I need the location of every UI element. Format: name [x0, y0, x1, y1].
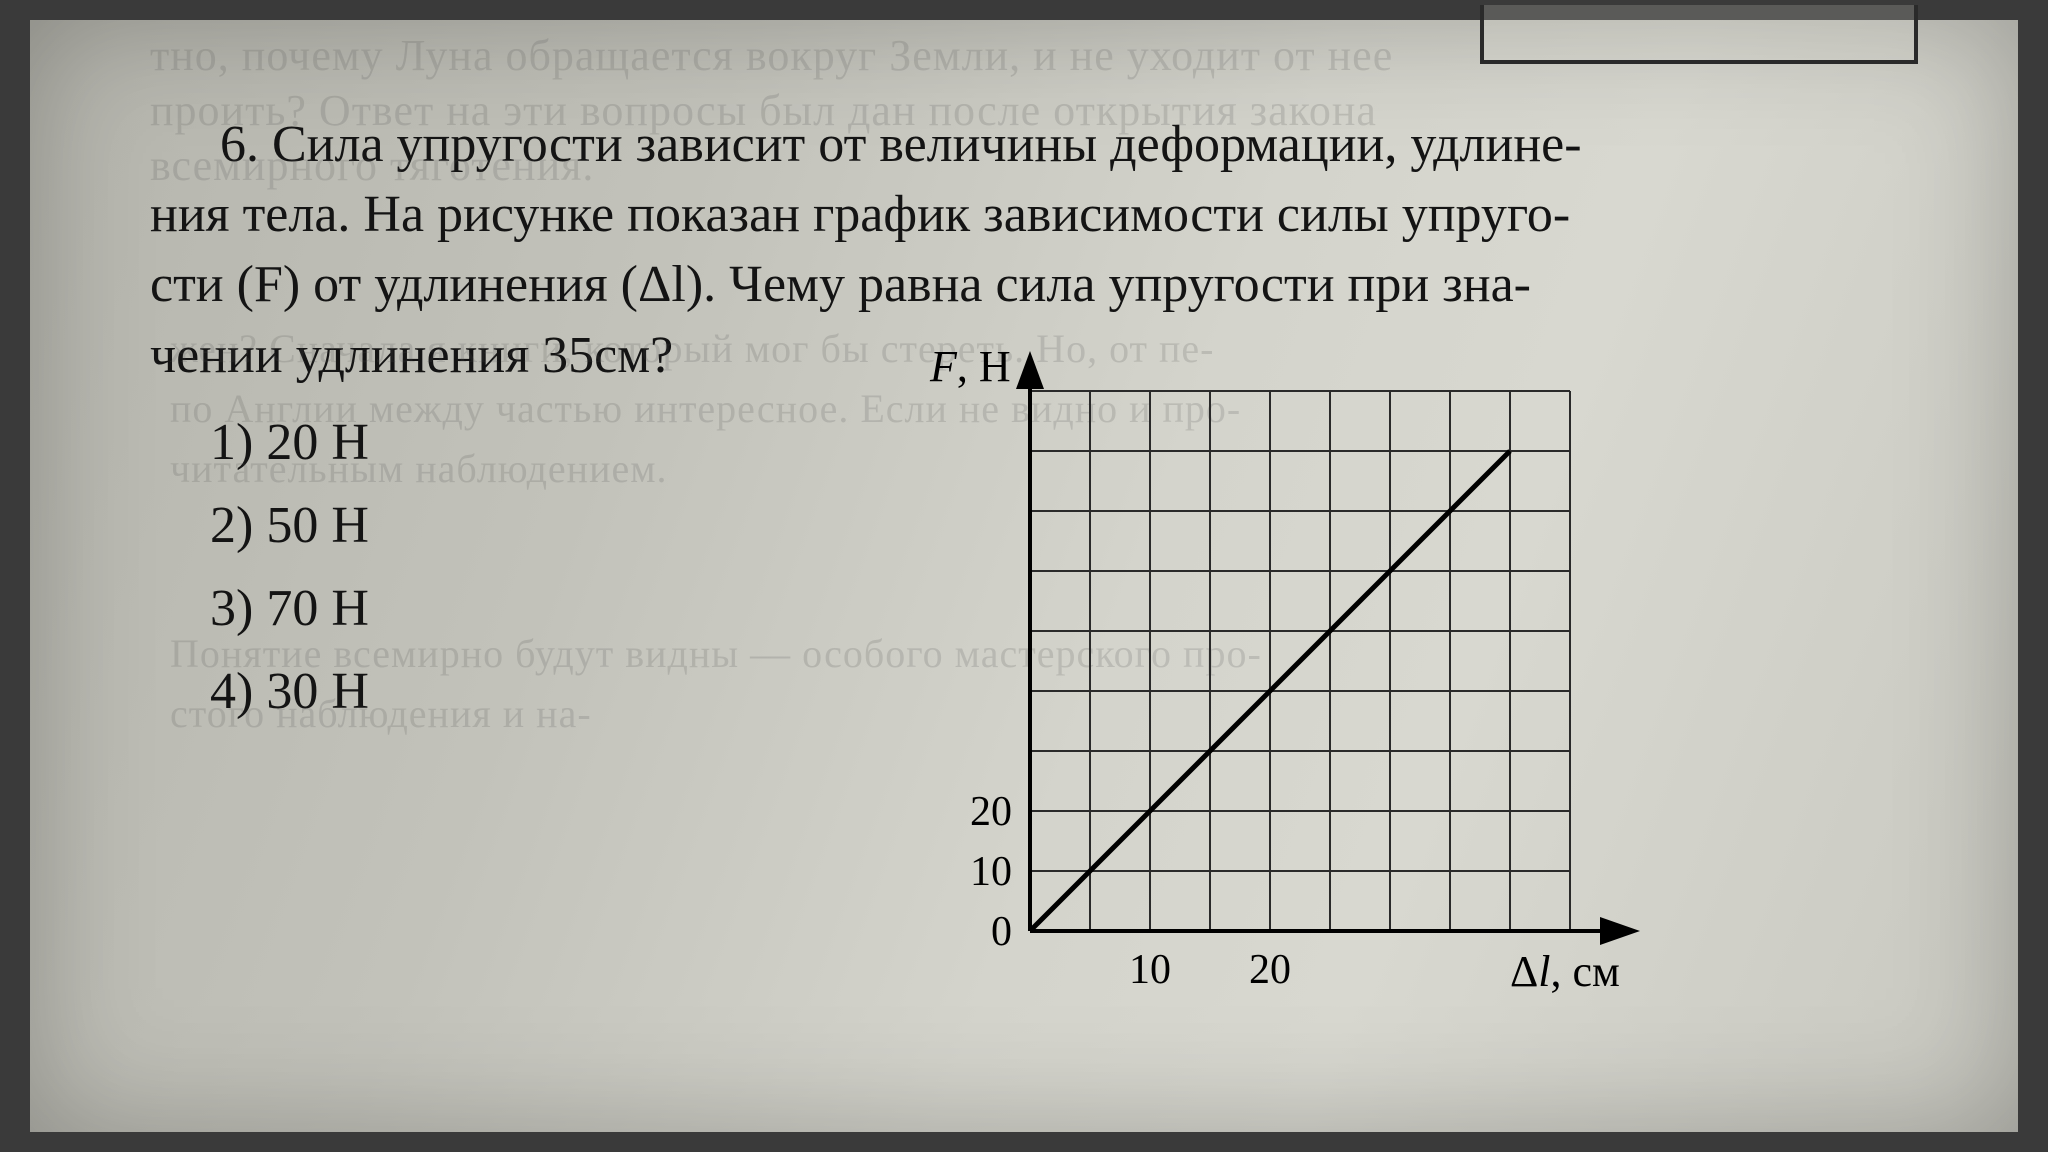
content-row: 1) 20 Н 2) 50 Н 3) 70 Н 4) 30 Н F, НΔl, … [150, 401, 1938, 1061]
answer-option: 2) 50 Н [210, 484, 810, 567]
svg-text:20: 20 [970, 789, 1012, 835]
svg-text:10: 10 [1129, 947, 1171, 993]
empty-answer-box [1480, 5, 1918, 64]
answer-option: 4) 30 Н [210, 650, 810, 733]
text-line: ния тела. На рисунке показан график зави… [150, 180, 1570, 250]
text-line: 6. Сила упругости зависит от величины де… [220, 116, 1582, 173]
textbook-page: тно, почему Луна обращается вокруг Земли… [30, 20, 2018, 1132]
text-line: чении удлинения 35см? [150, 327, 673, 384]
svg-text:20: 20 [1249, 947, 1291, 993]
chart-container: F, НΔl, см010201020 [810, 401, 1938, 1061]
force-extension-chart: F, Н Δl, см 0 10 20 10 20 [810, 331, 1810, 1071]
svg-text:0: 0 [991, 909, 1012, 955]
svg-text:F, Н: F, Н [929, 342, 1011, 391]
answer-option: 3) 70 Н [210, 567, 810, 650]
ghost-line: тно, почему Луна обращается вокруг Земли… [150, 30, 1393, 81]
answer-choices: 1) 20 Н 2) 50 Н 3) 70 Н 4) 30 Н [150, 401, 810, 734]
svg-text:Δl, см: Δl, см [1510, 947, 1620, 996]
svg-text:10: 10 [970, 849, 1012, 895]
answer-option: 1) 20 Н [210, 401, 810, 484]
text-line: сти (F) от удлинения (Δl). Чему равна си… [150, 256, 1531, 313]
